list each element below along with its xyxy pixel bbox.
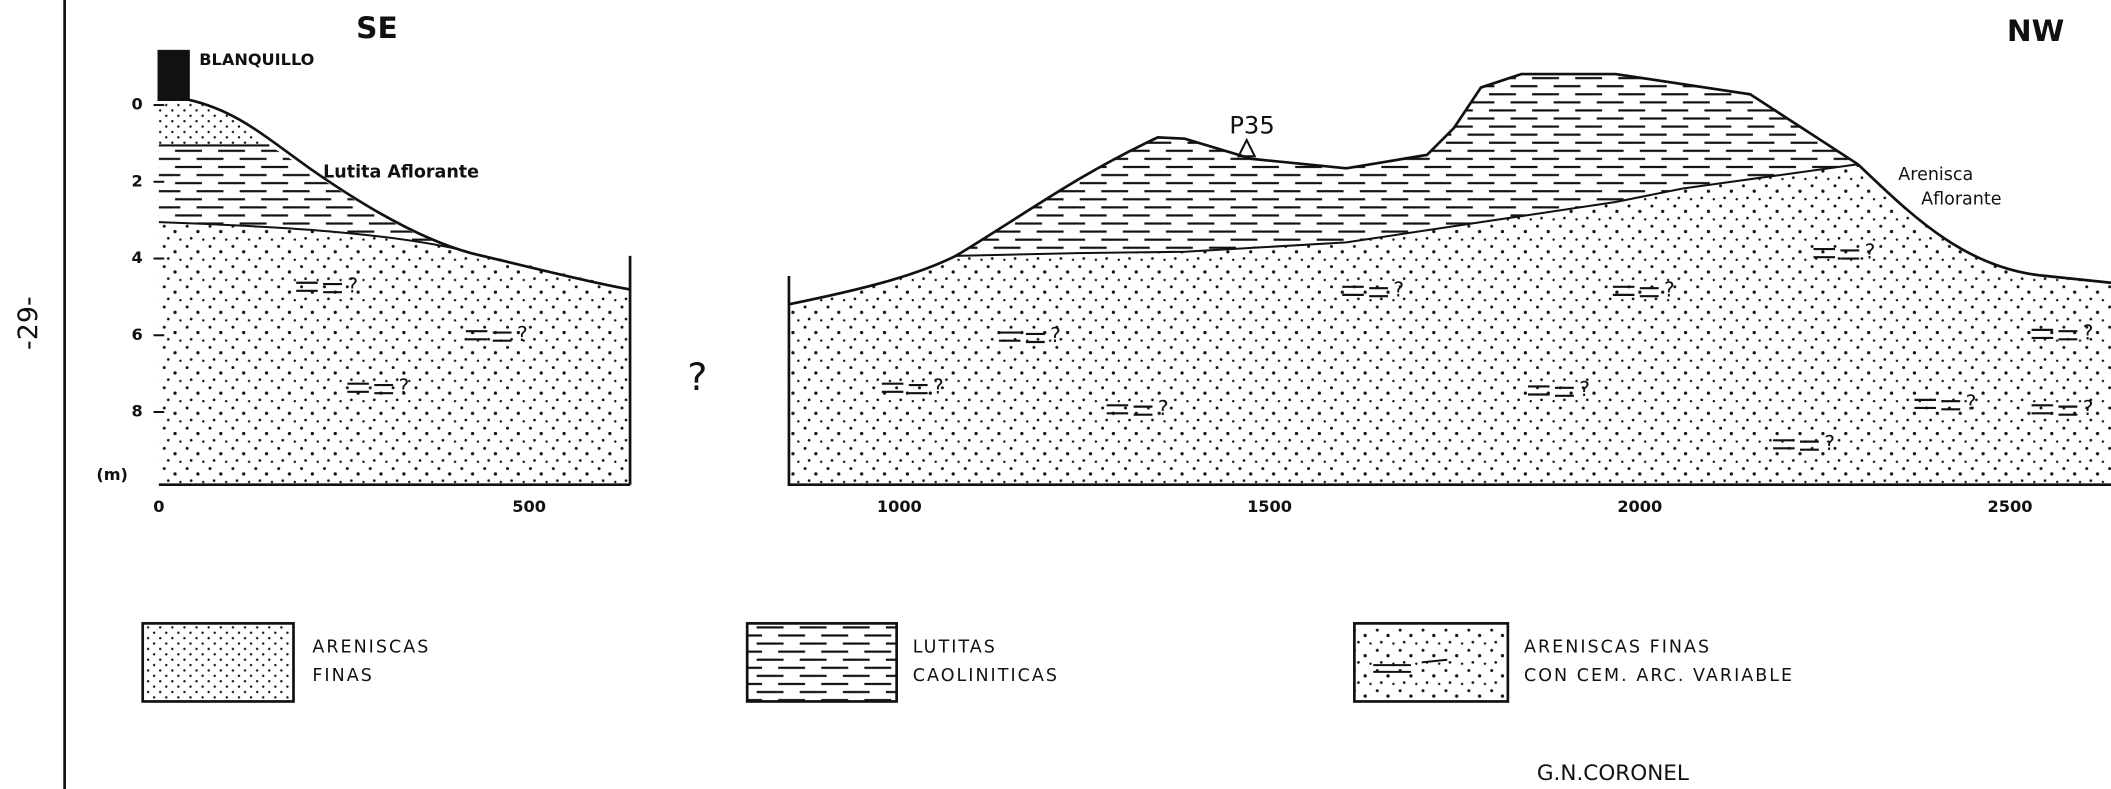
lithology-mark: ? [933,374,944,398]
gap-mark: ? [687,355,707,399]
direction: SE [356,11,398,45]
legend-swatch [143,623,294,701]
axis-unit: (m) [96,465,128,484]
y-tick-label: 6 [131,325,142,344]
lithology-mark: ? [1050,323,1061,347]
blanquillo-block [159,51,189,99]
legend-label: ARENISCAS FINAS [1524,638,1711,658]
x-tick-label: 1500 [1247,497,1292,516]
direction: NW [2007,14,2064,48]
lithology-mark: ? [347,273,358,297]
y-tick-label: 0 [131,95,142,114]
x-tick-label: 1000 [877,497,922,516]
legend-label: LUTITAS [913,638,997,658]
y-tick-label: 8 [131,402,142,421]
lithology-mark: ? [1579,377,1590,401]
x-tick-label: 2500 [1988,497,2033,516]
y-tick-label: 4 [131,248,142,267]
lithology-mark: ? [1393,277,1404,301]
x-tick-label: 2000 [1617,497,1662,516]
legend-label: ARENISCAS [312,638,430,658]
lithology-mark: ? [2083,320,2094,344]
annotation: Lutita Aflorante [323,162,479,182]
lithology-mark: ? [1865,240,1876,264]
legend-label: CON CEM. ARC. VARIABLE [1524,666,1794,686]
lithology-mark: ? [517,322,528,346]
p35-marker [1239,140,1255,156]
lithology-mark: ? [1158,396,1169,420]
page: -29- SE NW ? BLANQUILLO Lutita Aflorante… [0,0,2111,789]
x-tick-label: 0 [153,497,164,516]
y-tick-label: 2 [131,171,142,190]
lithology-mark: ? [1664,277,1675,301]
annotation: Arenisca [1898,165,1973,185]
annotation: BLANQUILLO [199,50,314,69]
annotation: P35 [1229,112,1274,140]
lithology-mark: ? [1824,431,1835,455]
author: G.N.CORONEL [1537,761,1689,786]
legend-label: FINAS [312,666,374,686]
x-tick-label: 500 [512,497,546,516]
lithology-mark: ? [2083,396,2094,420]
page-number: -29- [13,296,44,350]
lithology-mark: ? [399,374,410,398]
annotation: Aflorante [1921,189,2001,209]
cross-section: -29- SE NW ? BLANQUILLO Lutita Aflorante… [0,0,2111,789]
lithology-mark: ? [1966,390,1977,414]
legend-label: CAOLINITICAS [913,666,1059,686]
sandstone [159,222,630,485]
legend-swatch [747,623,896,701]
